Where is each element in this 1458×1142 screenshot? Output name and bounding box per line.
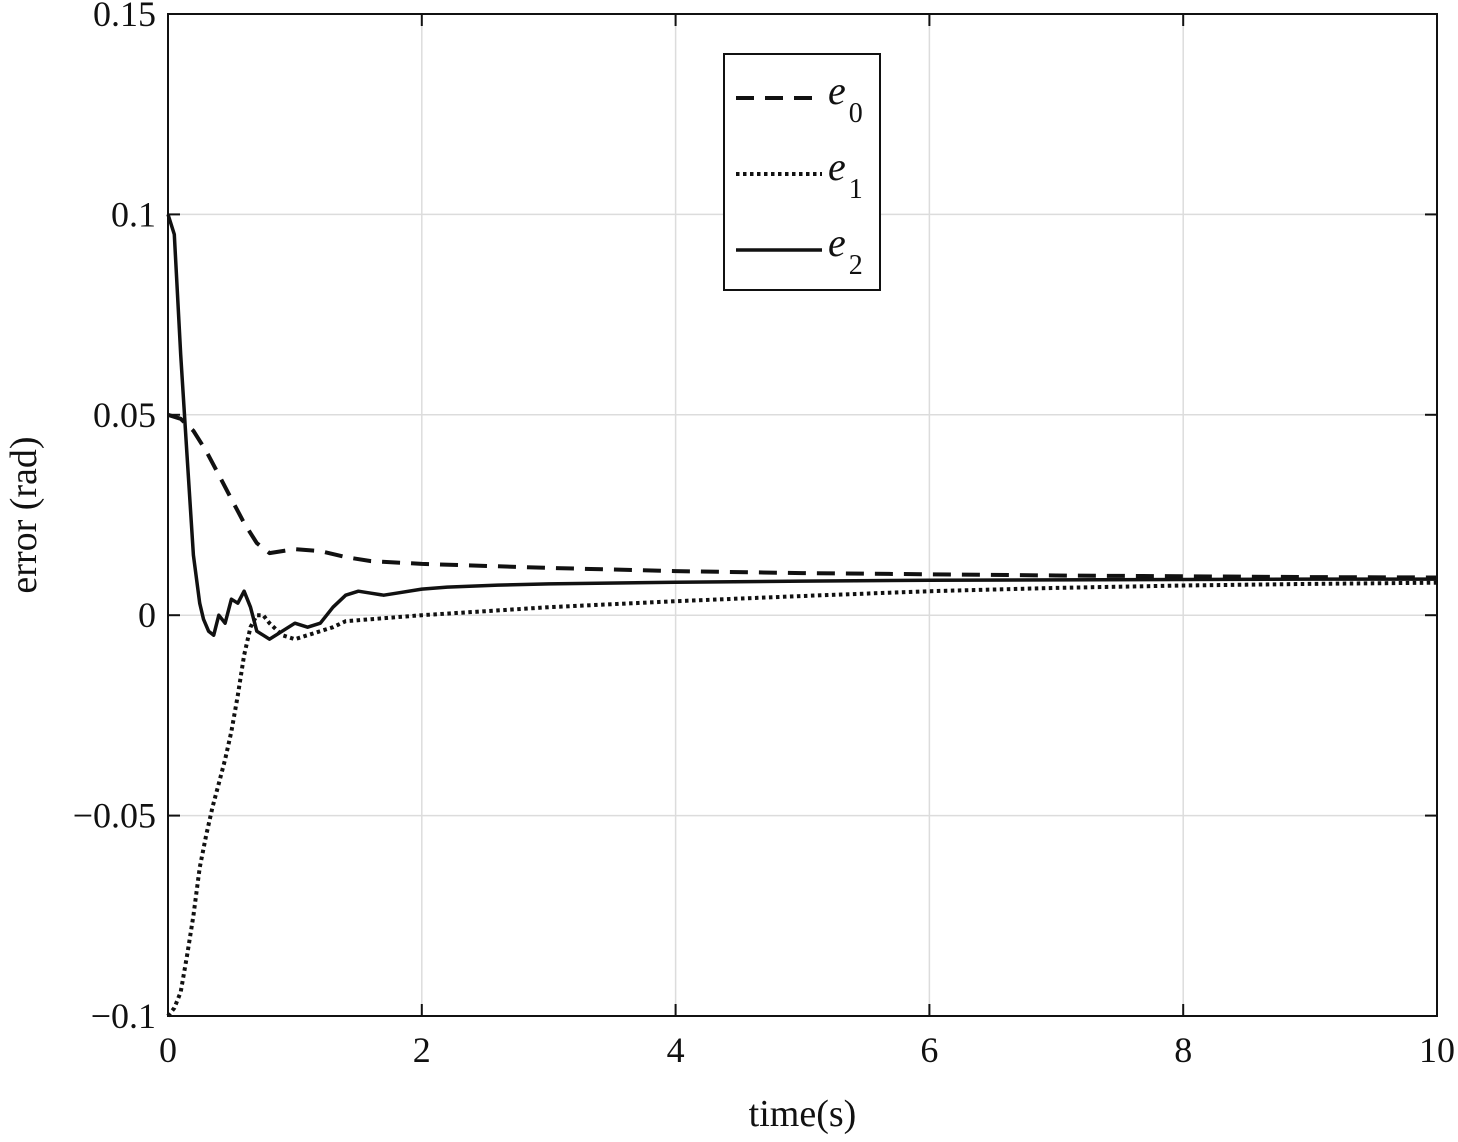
y-tick-label: −0.1 xyxy=(91,996,156,1036)
plot-frame xyxy=(167,13,1438,1017)
tick-marks xyxy=(167,13,1438,1017)
series-line-e2 xyxy=(166,213,1437,641)
x-tick-label: 0 xyxy=(159,1030,177,1070)
x-tick-label: 4 xyxy=(667,1030,685,1070)
series-line-e0 xyxy=(167,412,1438,580)
y-tick-label: 0.05 xyxy=(93,395,156,435)
x-axis-label: time(s) xyxy=(749,1093,857,1135)
y-axis-label: error (rad) xyxy=(3,436,45,593)
y-tick-label: 0.15 xyxy=(93,0,156,34)
y-tick-label: 0.1 xyxy=(111,194,156,234)
tick-labels: 0 2 4 6 8 10 −0.1 −0.05 0 0.05 0.1 0.15 xyxy=(73,0,1455,1070)
y-tick-label: 0 xyxy=(138,595,156,635)
x-tick-label: 10 xyxy=(1419,1030,1455,1070)
x-tick-label: 8 xyxy=(1174,1030,1192,1070)
x-tick-label: 6 xyxy=(920,1030,938,1070)
x-tick-label: 2 xyxy=(413,1030,431,1070)
series-layer xyxy=(166,213,1438,1018)
series-line-e1 xyxy=(166,580,1438,1018)
y-tick-label: −0.05 xyxy=(73,796,156,836)
